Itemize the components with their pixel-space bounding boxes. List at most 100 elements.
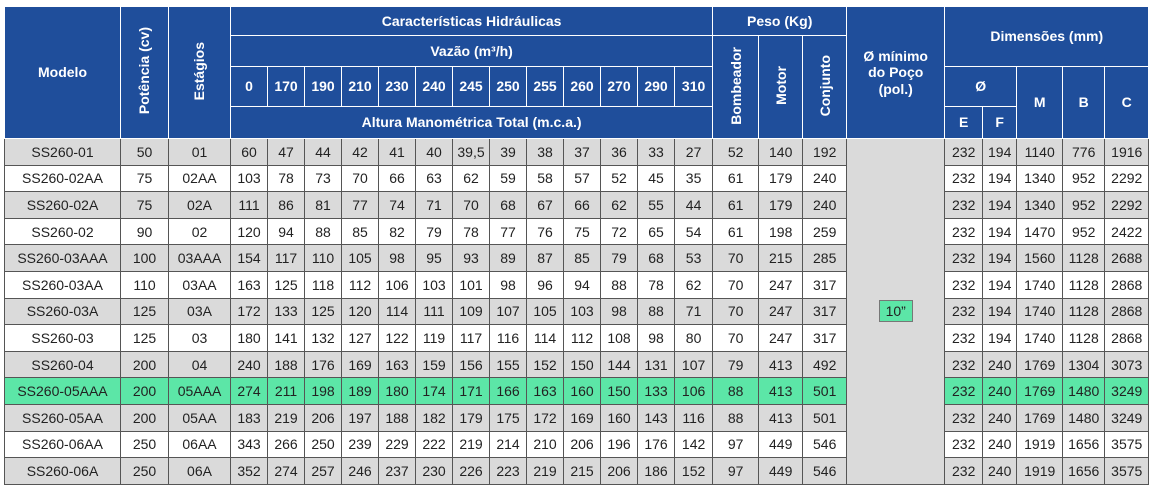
table-cell: 125: [267, 270, 305, 299]
table-cell: 62: [673, 270, 714, 299]
table-cell: 70: [341, 164, 379, 193]
table-cell: 3575: [1104, 430, 1150, 459]
table-cell: 110: [120, 270, 169, 299]
table-cell: 125: [120, 324, 169, 352]
table-cell: 250: [120, 430, 169, 459]
table-cell: 85: [341, 217, 379, 246]
table-cell: SS260-02A: [4, 191, 121, 219]
table-cell: 546: [802, 430, 848, 459]
header-cell: 240: [415, 66, 453, 107]
table-cell: 42: [341, 138, 379, 166]
table-cell: 116: [489, 324, 527, 352]
table-cell: 230: [415, 457, 453, 485]
table-cell: 50: [120, 138, 169, 166]
table-cell: 175: [489, 403, 527, 432]
table-cell: 1740: [1016, 324, 1064, 352]
table-cell: 55: [637, 191, 675, 219]
table-cell: 257: [304, 457, 342, 485]
table-cell: 150: [600, 377, 638, 405]
header-text: Potência (cv): [136, 27, 153, 115]
table-cell: 127: [341, 324, 379, 352]
table-cell: 232: [944, 403, 984, 432]
table-cell: 194: [982, 324, 1018, 352]
table-cell: 37: [563, 138, 601, 166]
table-cell: 114: [378, 297, 416, 326]
table-cell: 60: [230, 138, 268, 166]
pump-table: Modelo Potência (cv) Estágios Caracterís…: [4, 6, 1150, 485]
header-cell: Características Hidráulicas: [229, 6, 714, 36]
table-cell: 88: [637, 297, 675, 326]
table-cell: 240: [230, 350, 268, 379]
table-cell: 1740: [1016, 297, 1064, 326]
table-cell: 94: [563, 270, 601, 299]
table-cell: 71: [415, 191, 453, 219]
table-cell: 06AA: [168, 430, 231, 459]
table-cell: 232: [944, 350, 984, 379]
table-row: SS260-03A 125 03A 172 133 125 120 114 111 109 107 1…: [4, 297, 1150, 326]
table-cell: 140: [758, 138, 804, 166]
table-cell: 35: [673, 164, 714, 193]
table-row: SS260-01 50 01 60 47 44 42 41 40 39,5 39 38 37 36 33 27…: [4, 138, 1150, 485]
table-cell: 240: [982, 403, 1018, 432]
table-cell: 1919: [1016, 430, 1064, 459]
table-cell: 192: [802, 138, 848, 166]
header-cell: C: [1104, 66, 1150, 139]
table-cell: 194: [982, 217, 1018, 246]
table-cell: 197: [341, 403, 379, 432]
table-body: SS260-01 50 01 60 47 44 42 41 40 39,5 39 38 37 36 33 27…: [4, 138, 1150, 485]
header-cell: Vazão (m³/h): [229, 35, 714, 67]
table-cell: 188: [378, 403, 416, 432]
table-cell: 214: [489, 430, 527, 459]
table-cell: 70: [712, 244, 760, 272]
table-cell: 1128: [1062, 297, 1106, 326]
table-cell: 501: [802, 403, 848, 432]
table-row: SS260-02A 75 02A 111 86 81 77 74 71 70 68 67 66 62 55 4…: [4, 191, 1150, 219]
table-cell: 39,5: [452, 138, 490, 166]
header-cell: E: [944, 106, 984, 139]
header-cell: 260: [563, 66, 601, 107]
table-cell: 109: [452, 297, 490, 326]
table-cell: 237: [378, 457, 416, 485]
table-cell: 101: [452, 270, 490, 299]
table-cell: 239: [341, 430, 379, 459]
table-row: SS260-02 90 02 120 94 88 85 82 79 78 77 76 75 72 65 54 6…: [4, 217, 1150, 246]
table-cell: 413: [758, 403, 804, 432]
table-cell: 125: [304, 297, 342, 326]
table-cell: 106: [673, 377, 714, 405]
table-cell: 250: [120, 457, 169, 485]
table-cell: 152: [673, 457, 714, 485]
table-cell: 2688: [1104, 244, 1150, 272]
table-cell: 215: [758, 244, 804, 272]
table-cell: 317: [802, 297, 848, 326]
table-cell: 02A: [168, 191, 231, 219]
table-cell: 247: [758, 297, 804, 326]
table-cell: 03AA: [168, 270, 231, 299]
table-cell: 163: [526, 377, 564, 405]
table-cell: 72: [600, 217, 638, 246]
table-cell: 166: [489, 377, 527, 405]
table-cell: 47: [267, 138, 305, 166]
table-cell: 200: [120, 403, 169, 432]
table-cell: 70: [712, 324, 760, 352]
table-cell: 97: [712, 430, 760, 459]
table-cell: 120: [230, 217, 268, 246]
table-cell: 1340: [1016, 191, 1064, 219]
table-row: SS260-03AAA 100 03AAA 154 117 110 105 98 95 93 89 8…: [4, 244, 1150, 272]
table-cell: 1656: [1062, 430, 1106, 459]
table-row: SS260-03AA 110 03AA 163 125 118 112 106 103 101 98…: [4, 270, 1150, 299]
table-cell: 76: [526, 217, 564, 246]
table-cell: 223: [489, 457, 527, 485]
table-cell: 79: [415, 217, 453, 246]
header-cell: 290: [637, 66, 675, 107]
table-cell: 85: [563, 244, 601, 272]
table-cell: 112: [563, 324, 601, 352]
table-cell: 172: [230, 297, 268, 326]
table-cell: 107: [673, 350, 714, 379]
table-cell: 75: [120, 191, 169, 219]
table-cell: SS260-01: [4, 138, 121, 166]
table-cell: 57: [563, 164, 601, 193]
table-cell: 95: [415, 244, 453, 272]
table-cell: 73: [304, 164, 342, 193]
header-cell: M: [1016, 66, 1064, 139]
table-cell: 1769: [1016, 350, 1064, 379]
